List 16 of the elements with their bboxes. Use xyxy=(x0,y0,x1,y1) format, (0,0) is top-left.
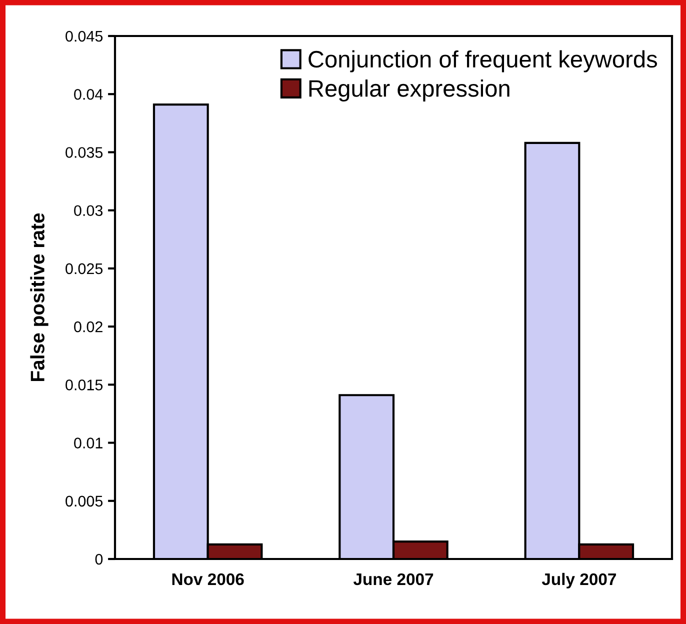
y-tick-label: 0.025 xyxy=(66,263,103,274)
y-tick-label: 0.04 xyxy=(74,88,103,100)
y-tick-label: 0.015 xyxy=(66,380,103,390)
legend-label: Conjunction of frequent keywords xyxy=(308,50,658,72)
y-tick-label: 0 xyxy=(95,554,103,565)
x-tick-label: June 2007 xyxy=(353,573,434,586)
x-tick-label: July 2007 xyxy=(542,572,616,588)
y-tick-label: 0.035 xyxy=(66,147,103,158)
y-tick-label: 0.01 xyxy=(74,438,102,448)
y-tick-label: 0.045 xyxy=(66,30,103,42)
legend-label: Regular expression xyxy=(309,80,510,102)
x-tick-label: Nov 2006 xyxy=(172,573,244,586)
y-tick-label: 0.005 xyxy=(66,496,103,507)
y-tick-label: 0.02 xyxy=(74,321,102,332)
y-axis-title: False positive rate xyxy=(30,213,48,382)
y-tick-label: 0.03 xyxy=(74,205,103,216)
